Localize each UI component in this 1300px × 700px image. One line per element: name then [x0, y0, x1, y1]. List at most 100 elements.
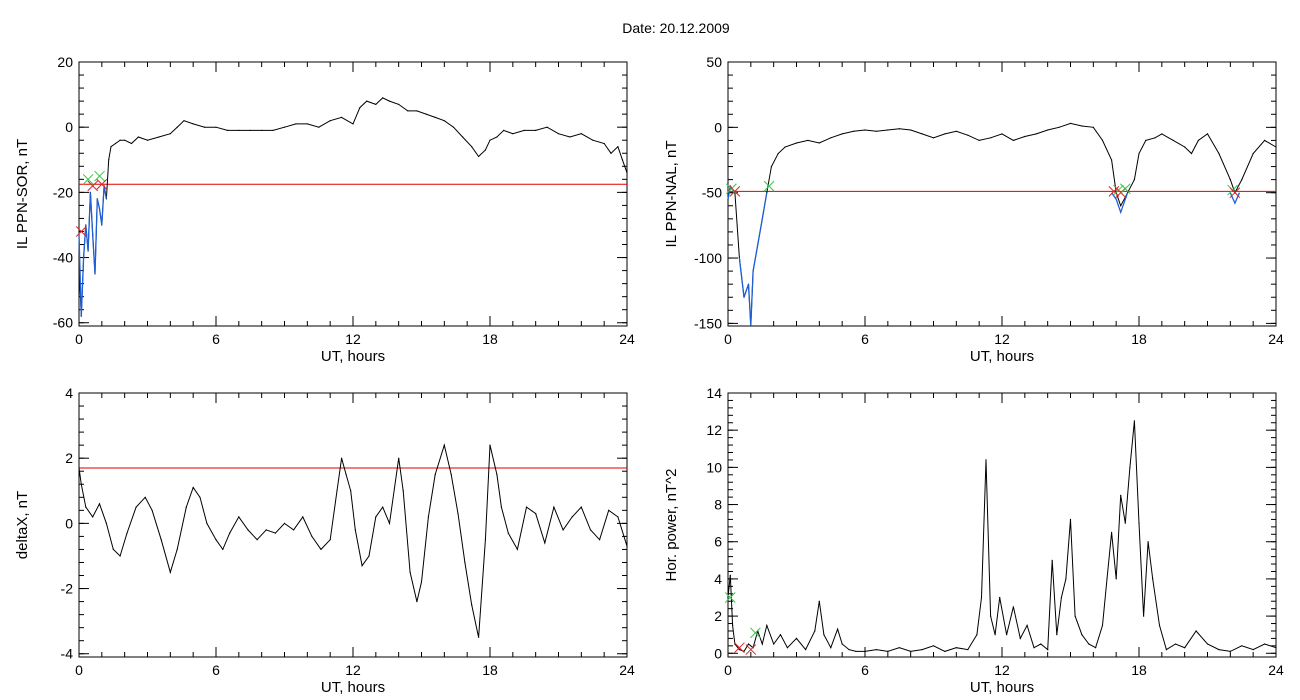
y-tick-label: 0	[714, 645, 722, 661]
marker-stroke	[726, 183, 737, 195]
data-point	[1218, 649, 1220, 651]
data-point	[853, 130, 855, 132]
data-point	[1074, 615, 1076, 617]
data-point	[329, 120, 331, 122]
data-point	[336, 490, 338, 492]
marker-stroke	[729, 186, 741, 197]
data-point	[786, 647, 789, 649]
y-tick-label: 0	[65, 119, 73, 135]
data-point	[525, 506, 528, 508]
data-point	[1001, 133, 1003, 135]
data-point	[729, 574, 731, 576]
data-point	[1143, 615, 1145, 617]
data-point	[994, 634, 996, 636]
data-point	[818, 142, 820, 144]
data-point	[160, 539, 162, 541]
data-point	[375, 103, 377, 105]
x-axis-label: UT, hours	[970, 348, 1034, 365]
data-point	[478, 155, 480, 158]
data-point	[818, 600, 820, 602]
data-point	[169, 571, 171, 573]
data-point	[571, 516, 573, 518]
data-point	[443, 120, 445, 122]
y-axis-label: IL PPN-SOR, nT	[14, 139, 31, 249]
data-point	[366, 100, 368, 102]
y-tick-label: 6	[714, 534, 722, 550]
data-point	[489, 444, 491, 446]
data-point	[1252, 152, 1254, 155]
data-point	[589, 529, 592, 531]
data-point	[238, 129, 240, 131]
data-point	[345, 473, 347, 476]
data-point	[610, 152, 612, 154]
x-tick-label: 24	[619, 331, 635, 347]
data-point	[999, 596, 1001, 599]
data-point	[274, 532, 276, 534]
data-point	[910, 129, 912, 131]
data-point	[1088, 643, 1090, 645]
data-point	[78, 467, 80, 469]
start-marker	[82, 173, 94, 185]
data-point	[1047, 129, 1049, 131]
data-point	[229, 532, 231, 534]
data-point	[603, 142, 605, 145]
data-point	[599, 539, 601, 541]
data-point	[1012, 139, 1015, 141]
x-tick-label: 18	[1131, 662, 1147, 678]
data-point	[427, 516, 429, 518]
data-point	[1172, 139, 1174, 141]
x-tick-label: 6	[861, 331, 869, 347]
data-point	[226, 129, 228, 131]
marker-stroke	[96, 178, 108, 190]
data-point	[805, 649, 807, 651]
series-line	[727, 420, 1277, 653]
data-point	[283, 126, 286, 128]
event-segment	[738, 192, 768, 327]
data-point	[626, 545, 628, 547]
series-line	[727, 122, 1277, 327]
data-point	[544, 542, 546, 544]
data-point	[1184, 647, 1186, 649]
data-point	[814, 630, 816, 632]
x-tick-label: 24	[619, 662, 635, 678]
data-point	[341, 457, 343, 459]
y-tick-label: 4	[714, 571, 722, 587]
data-point	[1195, 630, 1197, 632]
data-point	[1040, 643, 1042, 645]
marker-stroke	[1229, 187, 1241, 199]
data-point	[108, 159, 110, 161]
data-point	[265, 529, 267, 531]
data-point	[766, 624, 768, 627]
data-point	[1056, 634, 1058, 636]
y-tick-label: 0	[65, 515, 73, 531]
data-point	[112, 548, 114, 551]
data-point	[238, 516, 240, 518]
data-point	[523, 129, 525, 131]
data-point	[626, 172, 628, 174]
start-marker	[724, 592, 736, 603]
data-point	[407, 110, 409, 112]
data-point	[1158, 624, 1161, 627]
data-point	[409, 571, 411, 573]
data-point	[507, 532, 509, 534]
data-point	[955, 130, 957, 132]
data-point	[462, 136, 464, 138]
x-axis-label: UT, hours	[970, 679, 1034, 696]
end-marker	[1229, 187, 1241, 199]
data-point	[944, 133, 946, 135]
data-point	[921, 649, 923, 651]
data-point	[990, 615, 992, 617]
data-point	[1120, 205, 1122, 207]
data-point	[608, 509, 610, 511]
data-point	[1101, 624, 1104, 627]
data-point	[185, 506, 187, 508]
plot-frame	[78, 392, 628, 658]
start-marker	[94, 170, 105, 182]
data-point	[1069, 518, 1072, 521]
data-point	[1058, 126, 1060, 128]
chart-panel-ppn-nal: 0 6 12 18 24 50 0 -50 -100 -150 UT, hours IL PPN-NA…	[663, 54, 1284, 365]
data-point	[158, 136, 160, 138]
data-point	[932, 645, 935, 647]
event-segment	[1229, 192, 1241, 205]
data-point	[830, 647, 832, 649]
